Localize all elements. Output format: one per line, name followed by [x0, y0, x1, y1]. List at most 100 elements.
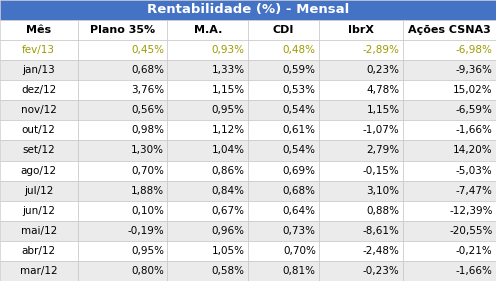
Bar [0, 241, 77, 261]
Text: 0,64%: 0,64% [283, 206, 316, 216]
Bar [319, 261, 403, 281]
Bar [248, 201, 319, 221]
Bar [0, 120, 77, 140]
Text: -0,19%: -0,19% [127, 226, 164, 236]
Text: 1,05%: 1,05% [211, 246, 245, 256]
Bar [167, 241, 248, 261]
Bar [403, 201, 496, 221]
Bar [0, 100, 77, 120]
Bar [167, 40, 248, 60]
Text: 0,80%: 0,80% [131, 266, 164, 276]
Bar [248, 181, 319, 201]
Bar [77, 261, 167, 281]
Text: 1,12%: 1,12% [211, 125, 245, 135]
Bar [248, 221, 319, 241]
Bar [77, 181, 167, 201]
Bar [319, 80, 403, 100]
Text: 0,56%: 0,56% [131, 105, 164, 115]
Text: 1,15%: 1,15% [367, 105, 400, 115]
Text: 0,58%: 0,58% [211, 266, 245, 276]
Bar [403, 221, 496, 241]
Text: jan/13: jan/13 [22, 65, 55, 75]
Text: 14,20%: 14,20% [453, 146, 493, 155]
Bar [319, 140, 403, 160]
Text: CDI: CDI [273, 25, 294, 35]
Text: Ações CSNA3: Ações CSNA3 [408, 25, 491, 35]
Bar [403, 40, 496, 60]
Bar [0, 0, 496, 20]
Text: abr/12: abr/12 [22, 246, 56, 256]
Bar [319, 201, 403, 221]
Bar [403, 261, 496, 281]
Text: Rentabilidade (%) - Mensal: Rentabilidade (%) - Mensal [147, 3, 349, 17]
Text: 15,02%: 15,02% [453, 85, 493, 95]
Text: 0,70%: 0,70% [283, 246, 316, 256]
Bar [248, 80, 319, 100]
Bar [167, 60, 248, 80]
Text: -1,66%: -1,66% [456, 125, 493, 135]
Text: 0,61%: 0,61% [283, 125, 316, 135]
Bar [319, 20, 403, 40]
Text: 0,68%: 0,68% [283, 186, 316, 196]
Text: 0,98%: 0,98% [131, 125, 164, 135]
Bar [77, 160, 167, 181]
Bar [319, 160, 403, 181]
Text: dez/12: dez/12 [21, 85, 57, 95]
Text: -1,66%: -1,66% [456, 266, 493, 276]
Bar [77, 40, 167, 60]
Text: 0,69%: 0,69% [283, 166, 316, 176]
Text: -0,15%: -0,15% [363, 166, 400, 176]
Bar [167, 140, 248, 160]
Bar [403, 80, 496, 100]
Text: 2,79%: 2,79% [367, 146, 400, 155]
Bar [0, 20, 77, 40]
Text: 0,96%: 0,96% [211, 226, 245, 236]
Bar [167, 160, 248, 181]
Bar [77, 100, 167, 120]
Bar [0, 261, 77, 281]
Bar [248, 160, 319, 181]
Bar [77, 221, 167, 241]
Text: 0,10%: 0,10% [131, 206, 164, 216]
Bar [319, 60, 403, 80]
Bar [0, 40, 77, 60]
Text: 1,15%: 1,15% [211, 85, 245, 95]
Text: 1,04%: 1,04% [211, 146, 245, 155]
Bar [319, 120, 403, 140]
Text: -2,48%: -2,48% [363, 246, 400, 256]
Text: 0,53%: 0,53% [283, 85, 316, 95]
Bar [167, 20, 248, 40]
Bar [403, 100, 496, 120]
Bar [167, 100, 248, 120]
Text: -2,89%: -2,89% [363, 45, 400, 55]
Bar [248, 40, 319, 60]
Bar [167, 261, 248, 281]
Bar [403, 60, 496, 80]
Bar [0, 221, 77, 241]
Text: -0,21%: -0,21% [456, 246, 493, 256]
Bar [77, 201, 167, 221]
Text: 4,78%: 4,78% [367, 85, 400, 95]
Bar [248, 241, 319, 261]
Bar [403, 160, 496, 181]
Text: set/12: set/12 [22, 146, 55, 155]
Bar [319, 181, 403, 201]
Text: 1,33%: 1,33% [211, 65, 245, 75]
Bar [77, 60, 167, 80]
Text: ago/12: ago/12 [21, 166, 57, 176]
Text: 0,84%: 0,84% [211, 186, 245, 196]
Bar [77, 241, 167, 261]
Bar [0, 201, 77, 221]
Text: 0,54%: 0,54% [283, 105, 316, 115]
Bar [403, 20, 496, 40]
Bar [248, 140, 319, 160]
Bar [0, 140, 77, 160]
Bar [403, 120, 496, 140]
Text: 0,70%: 0,70% [131, 166, 164, 176]
Text: fev/13: fev/13 [22, 45, 55, 55]
Text: -9,36%: -9,36% [456, 65, 493, 75]
Bar [403, 140, 496, 160]
Bar [0, 181, 77, 201]
Bar [403, 181, 496, 201]
Text: 0,68%: 0,68% [131, 65, 164, 75]
